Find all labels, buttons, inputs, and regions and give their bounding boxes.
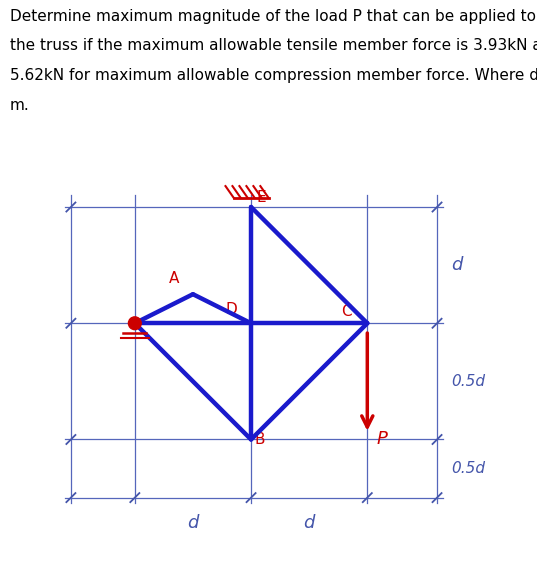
- Text: B: B: [255, 432, 265, 447]
- Text: P: P: [376, 430, 388, 448]
- Text: A: A: [169, 271, 179, 286]
- Text: d: d: [451, 256, 462, 274]
- Text: the truss if the maximum allowable tensile member force is 3.93kN and: the truss if the maximum allowable tensi…: [10, 38, 537, 53]
- Circle shape: [128, 317, 141, 329]
- Text: m.: m.: [10, 98, 30, 113]
- Text: 0.5d: 0.5d: [451, 374, 485, 389]
- Text: C: C: [342, 304, 352, 319]
- Text: d: d: [303, 514, 315, 532]
- Text: Determine maximum magnitude of the load P that can be applied to the: Determine maximum magnitude of the load …: [10, 9, 537, 23]
- Text: d: d: [187, 514, 199, 532]
- Text: E: E: [257, 190, 266, 205]
- Text: D: D: [226, 303, 237, 317]
- Text: 0.5d: 0.5d: [451, 461, 485, 476]
- Text: 5.62kN for maximum allowable compression member force. Where d = [d]: 5.62kN for maximum allowable compression…: [10, 68, 537, 83]
